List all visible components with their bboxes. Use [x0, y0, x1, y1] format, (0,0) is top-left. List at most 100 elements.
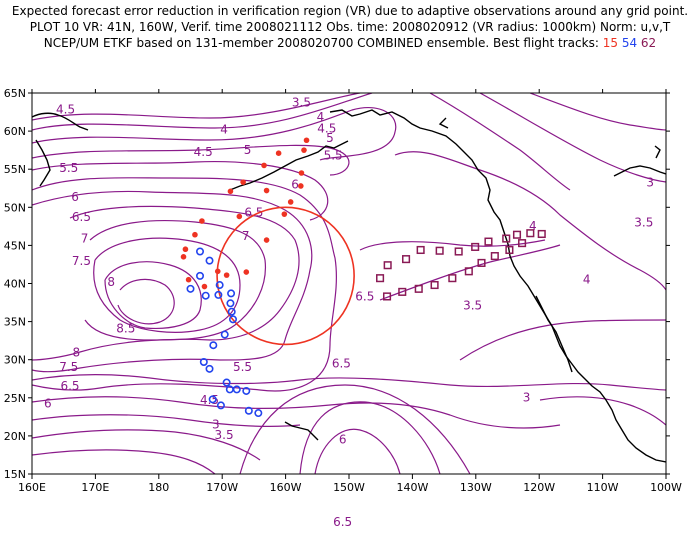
track-62-point — [382, 292, 392, 301]
lat-label: 25N — [4, 392, 26, 405]
contour-label: 8 — [107, 275, 115, 289]
track-15-point — [199, 218, 205, 224]
contour-label: 3 — [646, 176, 654, 190]
lon-label: 130W — [460, 481, 492, 494]
track-62-point — [518, 239, 527, 248]
track-54-point — [242, 386, 251, 395]
track-62-point — [448, 274, 457, 283]
lat-label: 50N — [4, 201, 26, 214]
track-62-point — [477, 258, 486, 267]
coastlines — [32, 109, 666, 463]
axis-labels: 160E 170E 180 170W 160W 150W 140W 130W 120W 110W 1… — [4, 87, 682, 494]
track-15-point — [236, 213, 243, 220]
lon-label: 160E — [18, 481, 46, 494]
track-62-point — [435, 246, 444, 255]
track-62-point — [402, 255, 411, 264]
contour-label: 6.5 — [333, 515, 352, 529]
track-15-point — [298, 170, 305, 176]
track-62-point — [414, 284, 423, 293]
lat-label: 45N — [4, 239, 26, 252]
contour-label: 3.5 — [463, 298, 482, 312]
track-15-point — [261, 162, 267, 169]
contour-label: 6 — [339, 433, 347, 447]
track-15-point — [180, 254, 187, 260]
track-15-point — [301, 147, 307, 153]
title-line-3-text: NCEP/UM ETKF based on 131-member 2008020… — [43, 36, 599, 50]
track-id-54: 54 — [621, 36, 638, 50]
contour-label: 4.5 — [317, 122, 336, 136]
track-15-point — [201, 283, 208, 290]
contour-label: 6.5 — [60, 379, 79, 393]
track-15-point — [298, 183, 304, 189]
title-line-2: PLOT 10 VR: 41N, 160W, Verif. time 20080… — [29, 20, 671, 34]
contour-label: 4.5 — [194, 145, 213, 159]
lon-label: 150W — [333, 481, 365, 494]
contour-label: 5.5 — [59, 161, 78, 175]
contour-label: 5.5 — [233, 360, 252, 374]
map-frame — [28, 89, 670, 479]
track-54-point — [209, 341, 218, 350]
contour-label: 8.5 — [116, 321, 135, 335]
lon-label: 100W — [650, 481, 682, 494]
track-54-point — [244, 406, 253, 415]
track-62-point — [376, 274, 385, 283]
contour-label: 3.5 — [215, 428, 234, 442]
track-62-point — [512, 230, 522, 239]
lat-label: 35N — [4, 316, 26, 329]
lat-label: 40N — [4, 278, 26, 291]
contour-label: 6 — [291, 177, 299, 191]
track-62-point — [416, 245, 425, 255]
contour-label: 3 — [212, 417, 220, 431]
contour-label: 7 — [81, 231, 89, 245]
contour-label: 6.5 — [332, 356, 351, 370]
track-62 — [376, 229, 546, 301]
track-54-point — [220, 330, 229, 339]
track-54-point — [201, 291, 210, 300]
track-54-point — [196, 271, 205, 280]
track-15-point — [303, 137, 310, 144]
track-54-point — [205, 364, 214, 373]
track-15-point — [287, 199, 294, 205]
contour-label: 6.5 — [355, 289, 374, 303]
track-62-point — [502, 234, 511, 243]
contour-label: 6.5 — [72, 210, 91, 224]
verification-region-circle — [216, 206, 355, 346]
lat-label: 30N — [4, 354, 26, 367]
contour-label: 7 — [242, 229, 250, 243]
track-62-point — [398, 287, 407, 296]
lat-label: 65N — [4, 87, 26, 100]
contour-label: 5.5 — [324, 148, 343, 162]
contour-label: 8 — [73, 346, 81, 360]
contour-label: 5 — [244, 143, 252, 157]
track-15-point — [185, 276, 192, 283]
track-54-point — [199, 357, 208, 366]
track-id-15: 15 — [602, 36, 618, 50]
lat-label: 55N — [4, 163, 26, 176]
track-15 — [180, 137, 310, 290]
contour-label: 4 — [529, 219, 537, 233]
track-62-point — [471, 242, 480, 251]
track-62-point — [383, 261, 392, 270]
contour-label: 6.5 — [244, 205, 263, 219]
track-62-point — [537, 229, 546, 239]
lon-label: 160W — [270, 481, 302, 494]
lat-label: 60N — [4, 125, 26, 138]
track-62-point — [505, 245, 514, 255]
track-62-point — [490, 252, 499, 261]
track-54-point — [227, 289, 236, 298]
track-15-point — [192, 231, 198, 238]
lon-label: 110W — [587, 481, 619, 494]
lat-label: 15N — [4, 468, 26, 481]
track-15-point — [281, 211, 288, 217]
track-15-point — [223, 272, 230, 278]
track-54-point — [216, 401, 225, 410]
contour-field — [32, 93, 666, 474]
track-62-point — [430, 280, 439, 290]
track-54-point — [232, 385, 241, 394]
track-54-point — [254, 409, 263, 418]
contour-label: 3 — [523, 391, 531, 405]
track-54-point — [208, 395, 217, 404]
track-15-point — [275, 150, 282, 156]
